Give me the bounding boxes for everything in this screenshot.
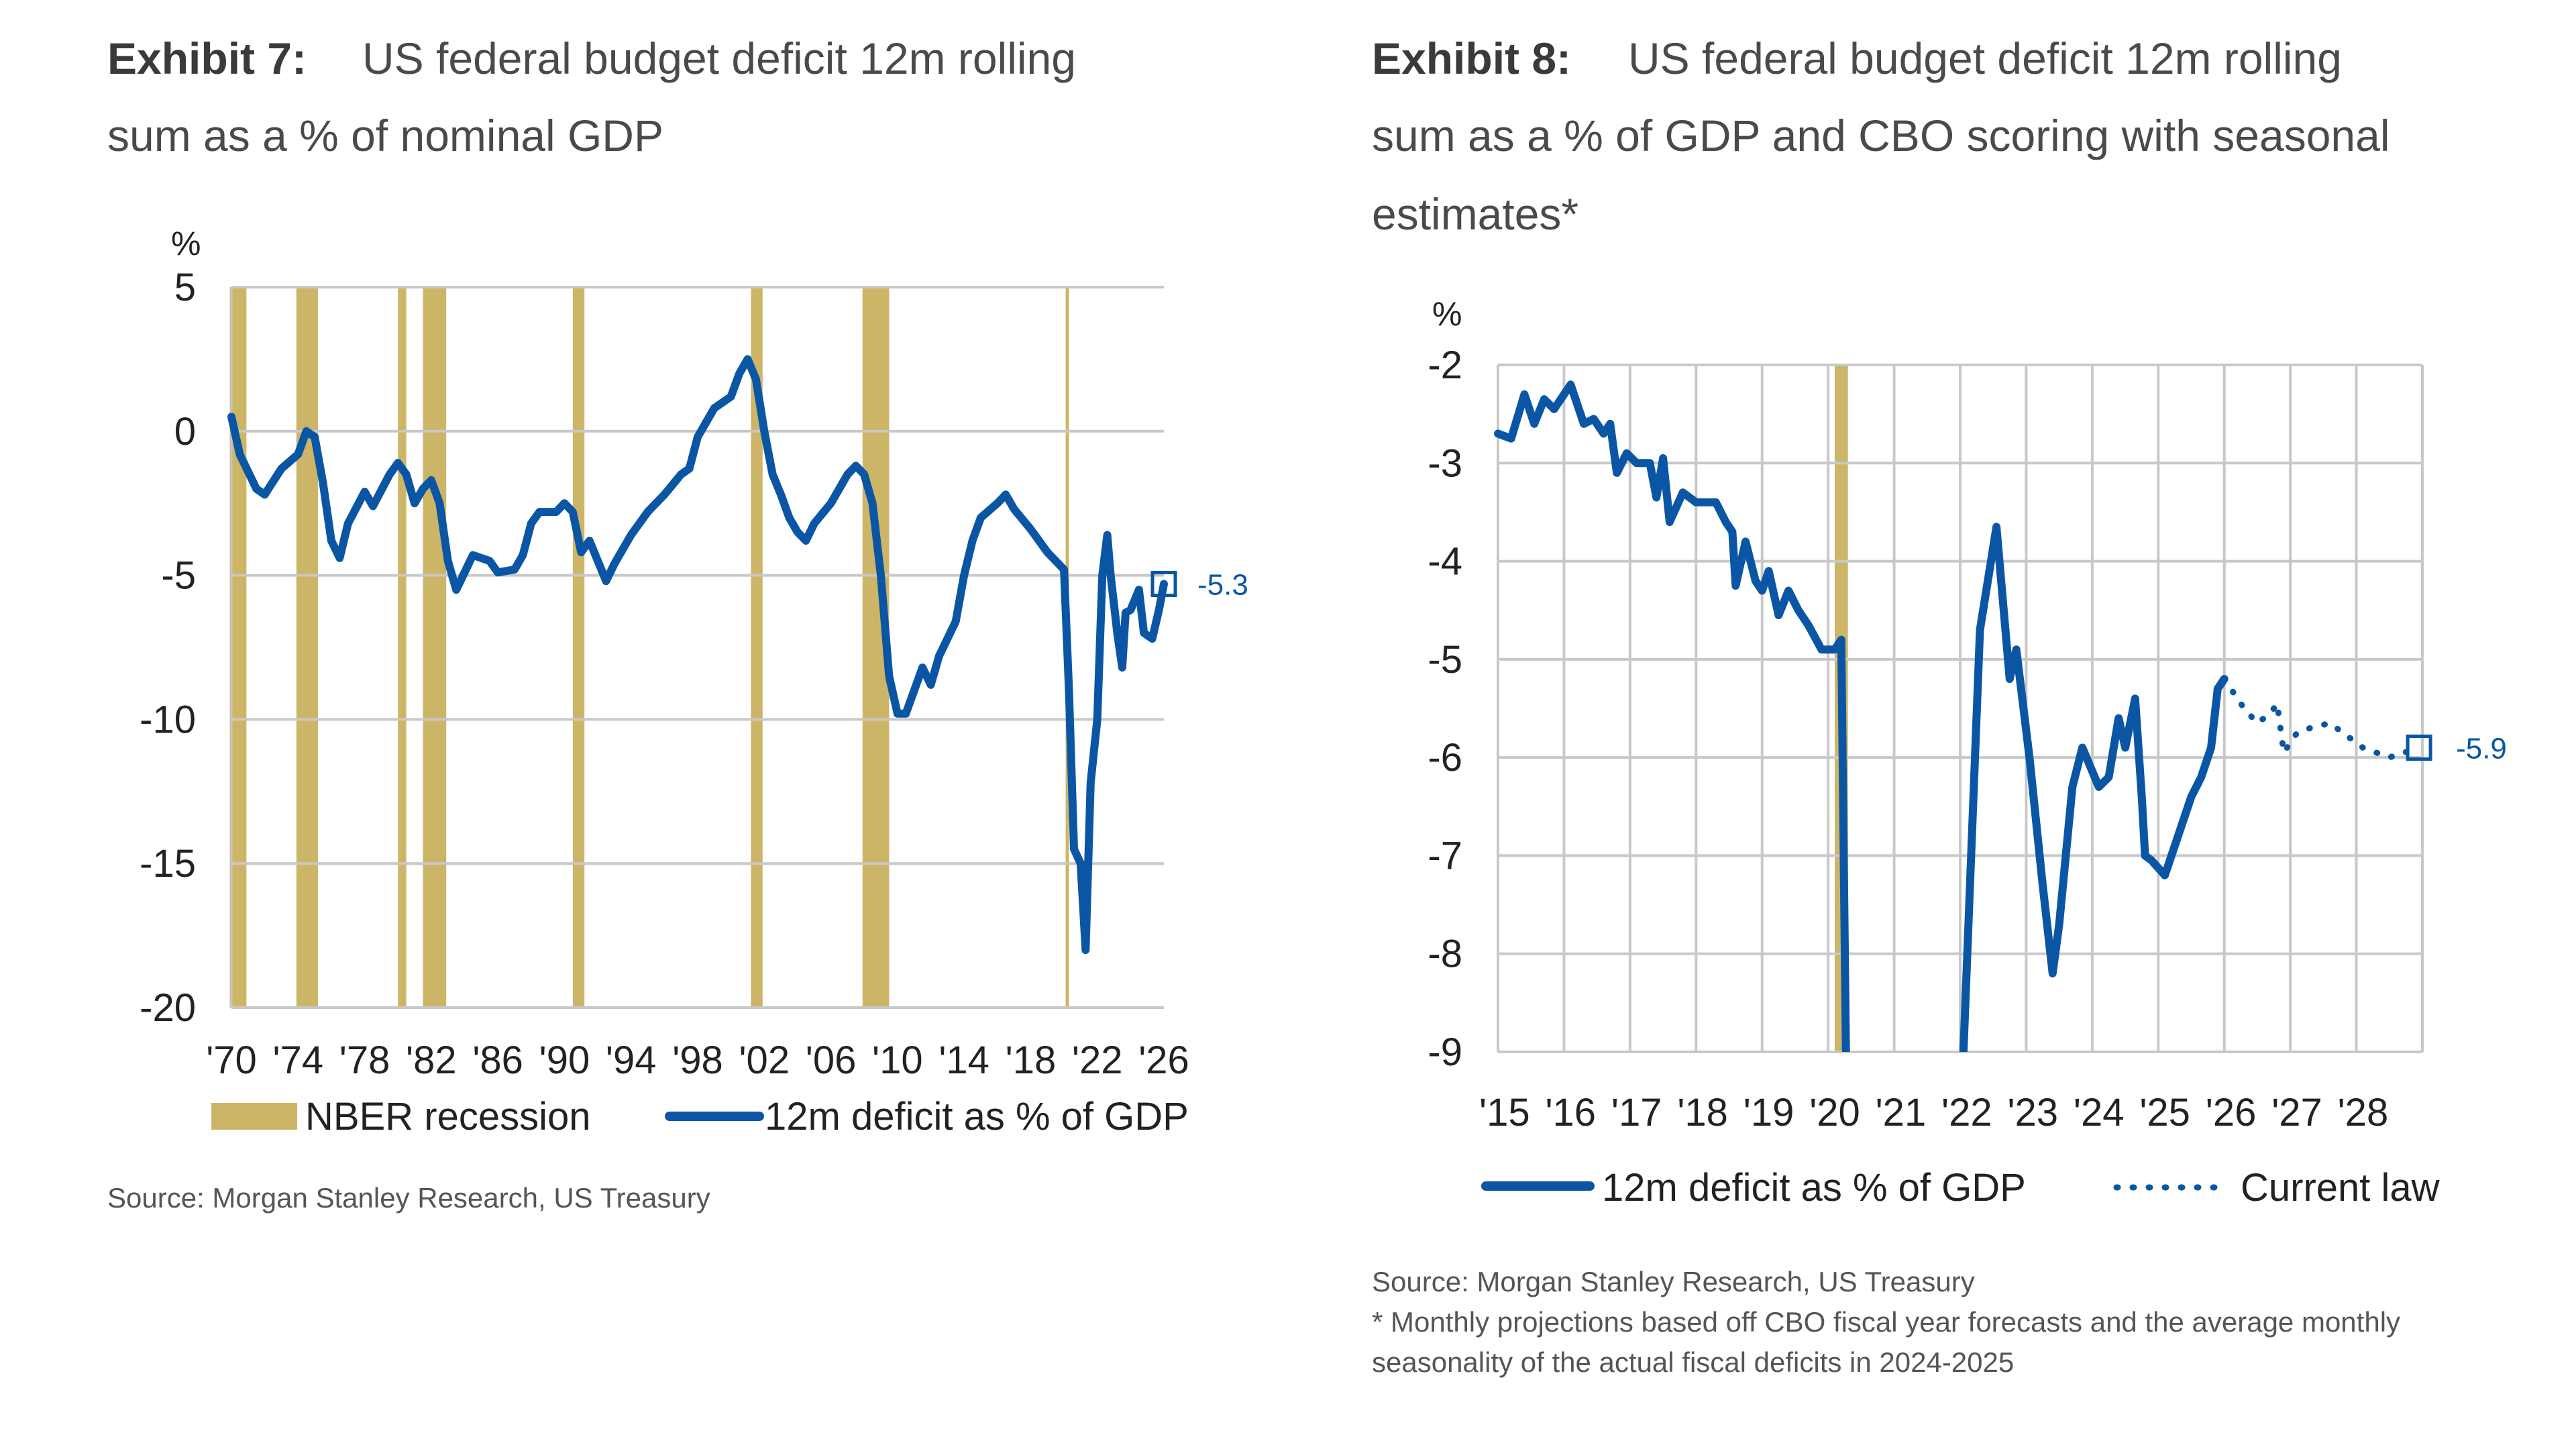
x-tick-label: '18 [1677, 1091, 1728, 1134]
x-tick-label: '86 [472, 1038, 523, 1082]
legend-deficit-label: 12m deficit as % of GDP [765, 1095, 1189, 1138]
chart2-source: Source: Morgan Stanley Research, US Trea… [1372, 1266, 1975, 1297]
x-tick-label: '82 [406, 1038, 457, 1082]
x-tick-label: '02 [739, 1038, 790, 1082]
y-tick-label: -8 [1428, 932, 1462, 976]
legend-recession-swatch [211, 1103, 297, 1130]
recession-bar [751, 287, 763, 1008]
x-tick-label: '98 [672, 1038, 723, 1082]
end-value-marker [1150, 570, 1177, 597]
y-tick-label: -9 [1428, 1030, 1462, 1074]
x-tick-label: '18 [1006, 1038, 1057, 1082]
recession-bar [572, 287, 585, 1008]
recession-bar [296, 287, 319, 1008]
x-tick-label: '06 [806, 1038, 857, 1082]
x-tick-label: '14 [938, 1038, 989, 1082]
recession-bar [398, 287, 407, 1008]
chart1-y-unit: % [171, 225, 201, 262]
x-tick-label: '22 [1941, 1091, 1992, 1134]
x-tick-label: '27 [2271, 1091, 2322, 1134]
recession-bar [229, 287, 247, 1008]
exhibit-7-label: Exhibit 7: [107, 34, 307, 83]
legend-deficit-label: 12m deficit as % of GDP [1602, 1166, 2026, 1210]
legend-current-law-label: Current law [2241, 1166, 2440, 1210]
x-tick-label: '22 [1072, 1038, 1123, 1082]
y-tick-label: -5 [1428, 638, 1462, 682]
y-tick-label: -4 [1428, 540, 1462, 584]
y-tick-label: -7 [1428, 834, 1462, 877]
x-tick-label: '21 [1876, 1091, 1927, 1134]
y-tick-label: -15 [140, 842, 196, 886]
x-tick-label: '25 [2139, 1091, 2190, 1134]
deficit-line [1494, 380, 1850, 1052]
x-tick-label: '74 [272, 1038, 323, 1082]
chart2-note-line1: * Monthly projections based off CBO fisc… [1372, 1306, 2400, 1338]
x-tick-label: '90 [539, 1038, 590, 1082]
chart2-plot: -2 -3 -4 -5 -6 -7 -8 -9 '15 '16 '17 '18 '19 '20 '21 '22… [1428, 343, 2506, 1134]
x-tick-label: '23 [2007, 1091, 2058, 1134]
y-tick-label: 5 [174, 266, 196, 309]
x-tick-label: '15 [1479, 1091, 1530, 1134]
x-tick-label: '20 [1809, 1091, 1860, 1134]
chart2-note-line2: seasonality of the actual fiscal deficit… [1372, 1346, 2014, 1378]
legend-recession-label: NBER recession [305, 1095, 590, 1138]
end-value-label: -5.3 [1197, 568, 1248, 601]
x-tick-label: '70 [206, 1038, 257, 1082]
end-value-marker [2406, 735, 2432, 761]
x-tick-label: '28 [2338, 1091, 2389, 1134]
exhibit-7-title-line1: US federal budget deficit 12m rolling [362, 34, 1076, 83]
y-tick-label: -10 [140, 698, 196, 741]
chart1-plot: 5 0 -5 -10 -15 -20'70 '74 '78 '82 '86 '90 '94 '98 '02… [140, 266, 1248, 1082]
x-tick-label: '19 [1743, 1091, 1794, 1134]
end-value-label: -5.9 [2456, 733, 2507, 765]
chart1-source: Source: Morgan Stanley Research, US Trea… [107, 1182, 710, 1214]
y-tick-label: 0 [174, 410, 196, 453]
y-tick-label: -6 [1428, 736, 1462, 780]
x-tick-label: '94 [606, 1038, 657, 1082]
x-tick-label: '24 [2074, 1091, 2125, 1134]
exhibit-8-title-line1: US federal budget deficit 12m rolling [1628, 34, 2342, 83]
exhibit-8-title-line3: estimates* [1372, 189, 1578, 239]
y-tick-label: -5 [161, 554, 196, 598]
y-tick-label: -20 [140, 986, 196, 1030]
deficit-line [1959, 523, 2229, 1052]
y-tick-label: -2 [1428, 343, 1462, 387]
exhibit-8-label: Exhibit 8: [1372, 34, 1571, 83]
deficit-line [227, 355, 1168, 955]
x-tick-label: '10 [872, 1038, 923, 1082]
current-law-line [2221, 676, 2422, 761]
recession-bar [423, 287, 447, 1008]
exhibit-8-title-line2: sum as a % of GDP and CBO scoring with s… [1372, 111, 2390, 160]
chart2-y-unit: % [1432, 295, 1462, 333]
x-tick-label: '26 [2206, 1091, 2257, 1134]
x-tick-label: '16 [1545, 1091, 1596, 1134]
x-tick-label: '17 [1611, 1091, 1662, 1134]
exhibit-7-title-line2: sum as a % of nominal GDP [107, 111, 663, 160]
x-tick-label: '26 [1138, 1038, 1189, 1082]
x-tick-label: '78 [339, 1038, 390, 1082]
y-tick-label: -3 [1428, 441, 1462, 485]
